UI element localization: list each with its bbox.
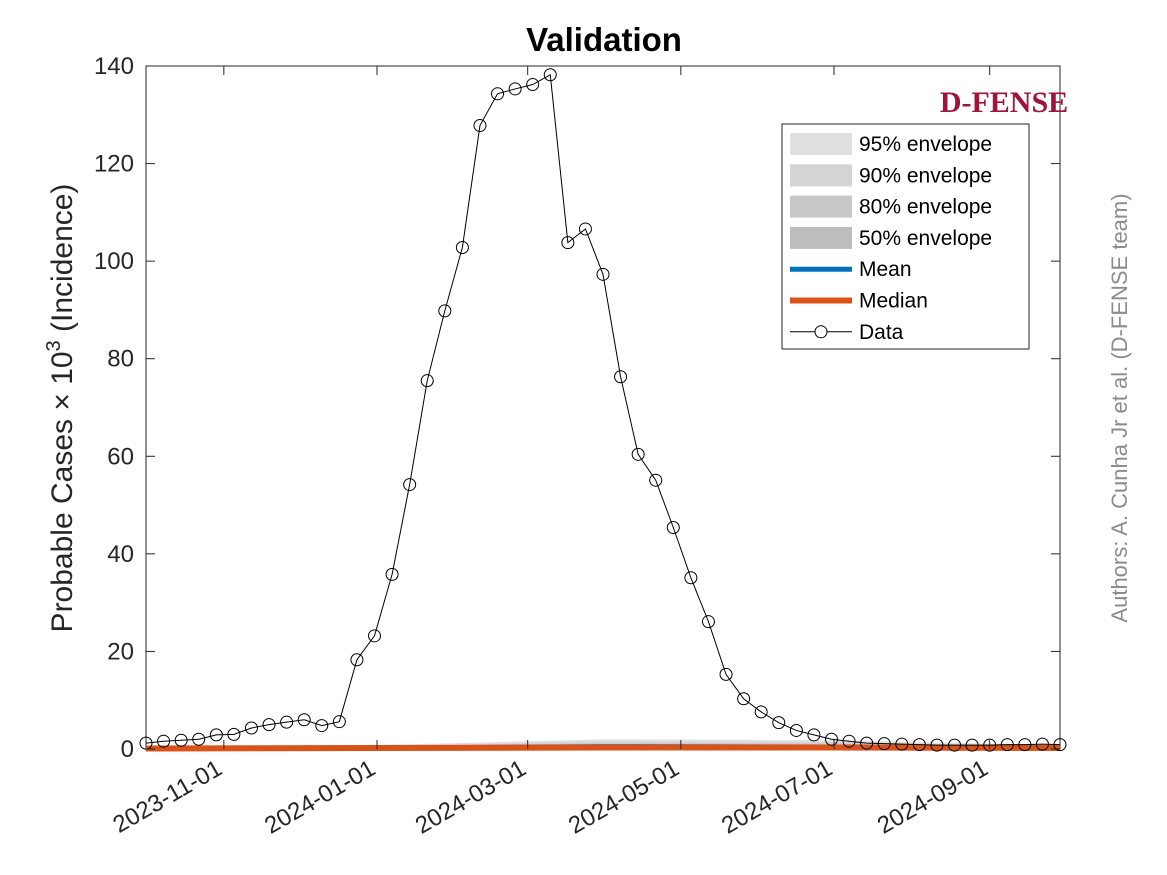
data-point: [877, 737, 891, 751]
data-point: [543, 68, 557, 82]
credit-text: Authors: A. Cunha Jr et al. (D-FENSE tea…: [1107, 193, 1132, 622]
legend-label: 90% envelope: [859, 164, 992, 187]
data-point: [315, 719, 329, 733]
data-point: [807, 728, 821, 742]
data-point: [895, 737, 909, 751]
legend: 95% envelope 90% envelope 80% envelope 50% …: [781, 123, 1030, 350]
data-point: [912, 738, 926, 752]
legend-swatch: [790, 195, 852, 218]
data-point: [526, 78, 540, 92]
legend-swatch: [790, 226, 852, 249]
data-point: [719, 667, 733, 681]
data-point: [209, 728, 223, 742]
data-point: [596, 267, 610, 281]
data-point: [455, 240, 469, 254]
data-point: [737, 692, 751, 706]
data-point: [244, 721, 258, 735]
data-point: [280, 715, 294, 729]
data-point: [983, 738, 997, 752]
legend-swatch-marker: [814, 325, 828, 339]
legend-label: Median: [859, 290, 928, 313]
data-point: [262, 718, 276, 732]
data-point: [350, 653, 364, 667]
data-point: [368, 629, 381, 643]
legend-label: Data: [859, 321, 904, 344]
data-point: [227, 727, 241, 741]
legend-label: 80% envelope: [859, 196, 992, 219]
legend-label: 50% envelope: [859, 227, 992, 250]
y-axis-label-main: Probable Cases × 10: [46, 351, 79, 632]
data-point: [561, 236, 575, 250]
data-point: [666, 521, 680, 535]
y-tick-label: 40: [107, 541, 134, 568]
data-point: [192, 732, 206, 746]
data-point: [948, 738, 962, 752]
data-point: [965, 738, 979, 752]
data-point: [174, 733, 188, 747]
data-point: [1035, 737, 1049, 751]
data-point: [772, 716, 786, 730]
legend-swatch: [790, 164, 852, 187]
y-axis-label-exponent: 3: [43, 340, 65, 351]
data-point: [438, 304, 452, 318]
data-point: [403, 478, 417, 492]
data-point: [631, 447, 645, 461]
data-point: [385, 567, 399, 581]
y-axis-label: Probable Cases × 103 (Incidence): [43, 184, 79, 633]
series-line-median: [145, 744, 1061, 752]
data-point: [297, 713, 311, 727]
data-point: [1053, 738, 1067, 752]
legend-label: 95% envelope: [859, 133, 992, 156]
data-point: [684, 571, 698, 585]
y-axis-label-tail: (Incidence): [46, 184, 79, 341]
data-point: [860, 736, 874, 750]
data-point: [789, 723, 803, 737]
y-tick-label: 0: [121, 736, 134, 763]
data-point: [1018, 738, 1032, 752]
legend-swatch: [790, 133, 852, 155]
legend-label: Mean: [859, 258, 912, 281]
data-point: [754, 705, 768, 719]
data-point: [332, 715, 346, 729]
data-point: [508, 82, 522, 96]
data-point: [473, 119, 487, 133]
data-point: [842, 734, 856, 748]
data-point: [701, 615, 715, 629]
data-point: [491, 87, 505, 101]
logo-text: D-FENSE: [940, 86, 1068, 119]
y-tick-label: 20: [107, 638, 134, 665]
data-point: [614, 370, 628, 384]
y-tick-label: 120: [94, 151, 134, 178]
data-point: [649, 473, 663, 487]
data-point: [1000, 738, 1014, 752]
chart-title: Validation: [526, 21, 682, 58]
y-tick-label: 100: [94, 248, 134, 275]
data-point: [825, 732, 838, 746]
data-point: [139, 736, 153, 750]
data-point: [157, 734, 171, 748]
data-point: [420, 374, 434, 388]
y-tick-label: 80: [107, 346, 134, 373]
y-tick-label: 140: [94, 53, 134, 80]
data-point: [930, 738, 944, 752]
data-point: [578, 222, 592, 236]
y-tick-label: 60: [107, 443, 134, 470]
